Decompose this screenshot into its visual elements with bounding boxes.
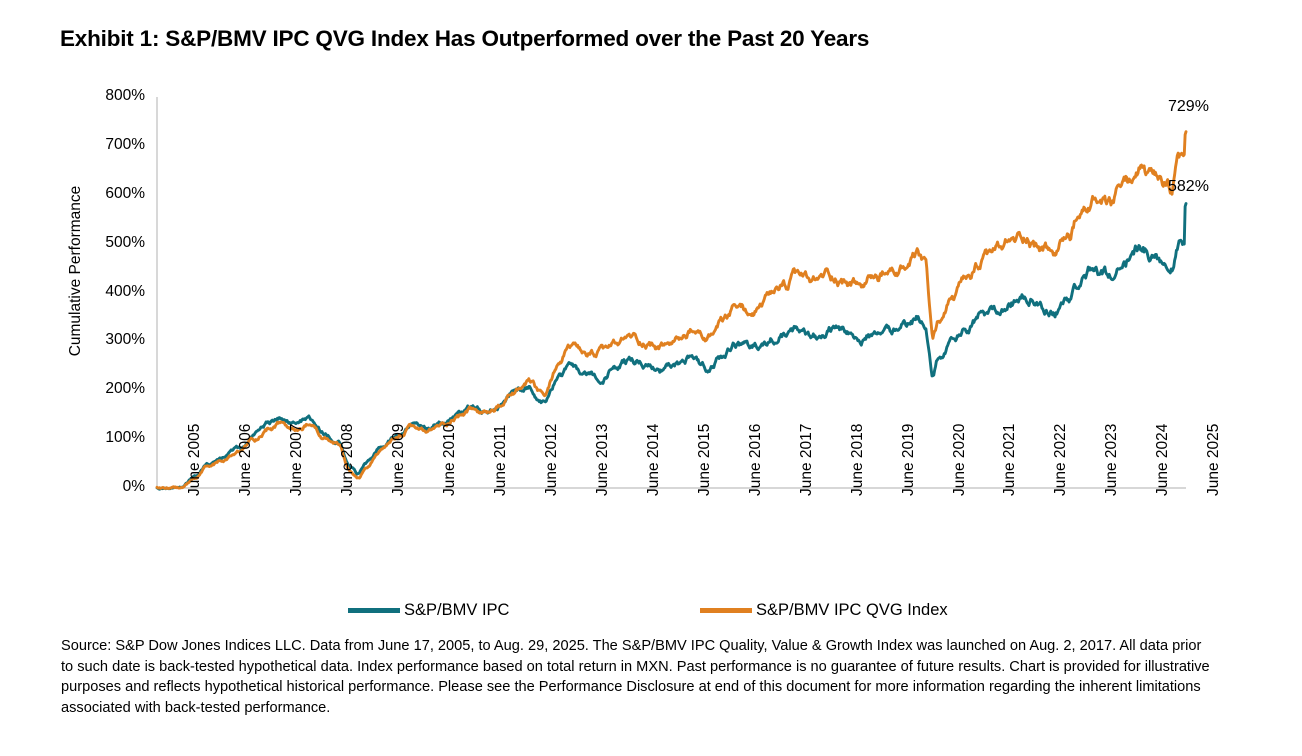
y-tick-label: 600% bbox=[105, 184, 145, 202]
x-tick-label: June 2017 bbox=[797, 423, 815, 496]
legend-label: S&P/BMV IPC QVG Index bbox=[756, 600, 948, 619]
chart-container: Cumulative Performance 0% 100% 200% 300% 400… bbox=[0, 70, 1302, 630]
x-tick-label: June 2025 bbox=[1205, 423, 1223, 496]
y-tick-label: 700% bbox=[105, 135, 145, 153]
source-footnote: Source: S&P Dow Jones Indices LLC. Data … bbox=[61, 638, 1210, 716]
y-tick-label: 200% bbox=[105, 380, 145, 398]
x-tick-label: June 2013 bbox=[593, 423, 611, 496]
y-tick-label: 100% bbox=[105, 429, 145, 447]
legend-label: S&P/BMV IPC bbox=[404, 600, 510, 619]
chart-plot-svg bbox=[155, 97, 1188, 491]
chart-legend: S&P/BMV IPC S&P/BMV IPC QVG Index bbox=[0, 598, 1302, 628]
x-tick-label: June 2007 bbox=[288, 423, 306, 496]
series-end-label: 582% bbox=[1168, 177, 1209, 195]
y-tick-label: 300% bbox=[105, 331, 145, 349]
series-lines bbox=[155, 130, 1188, 491]
legend-swatch-icon bbox=[348, 607, 400, 613]
x-tick-label: June 2014 bbox=[644, 423, 662, 496]
legend-swatch-icon bbox=[700, 607, 752, 613]
y-tick-label: 400% bbox=[105, 282, 145, 300]
x-tick-label: June 2009 bbox=[390, 423, 408, 496]
series-line-ipc-qvg bbox=[155, 130, 1188, 490]
x-tick-label: June 2006 bbox=[237, 423, 255, 496]
legend-item-ipc[interactable]: S&P/BMV IPC bbox=[348, 598, 509, 622]
x-tick-label: June 2024 bbox=[1154, 423, 1172, 496]
page-title: Exhibit 1: S&P/BMV IPC QVG Index Has Out… bbox=[60, 26, 870, 51]
x-tick-label: June 2005 bbox=[186, 423, 204, 496]
x-tick-label: June 2023 bbox=[1103, 423, 1121, 496]
x-tick-label: June 2015 bbox=[695, 423, 713, 496]
x-tick-label: June 2021 bbox=[1001, 423, 1019, 496]
x-tick-label: June 2018 bbox=[848, 423, 866, 496]
y-tick-label: 800% bbox=[105, 87, 145, 104]
y-tick-label: 500% bbox=[105, 233, 145, 251]
legend-item-ipc-qvg[interactable]: S&P/BMV IPC QVG Index bbox=[700, 598, 948, 622]
series-end-label: 729% bbox=[1168, 97, 1209, 115]
x-tick-label: June 2010 bbox=[441, 423, 459, 496]
x-tick-label: June 2016 bbox=[746, 423, 764, 496]
x-tick-label: June 2022 bbox=[1052, 423, 1070, 496]
x-tick-label: June 2020 bbox=[950, 423, 968, 496]
x-tick-label: June 2012 bbox=[543, 423, 561, 496]
x-tick-label: June 2008 bbox=[339, 423, 357, 496]
x-tick-label: June 2019 bbox=[899, 423, 917, 496]
x-tick-label: June 2011 bbox=[492, 424, 510, 496]
axis-lines bbox=[156, 97, 1186, 489]
y-tick-label: 0% bbox=[122, 478, 145, 495]
series-line-ipc bbox=[155, 202, 1188, 491]
